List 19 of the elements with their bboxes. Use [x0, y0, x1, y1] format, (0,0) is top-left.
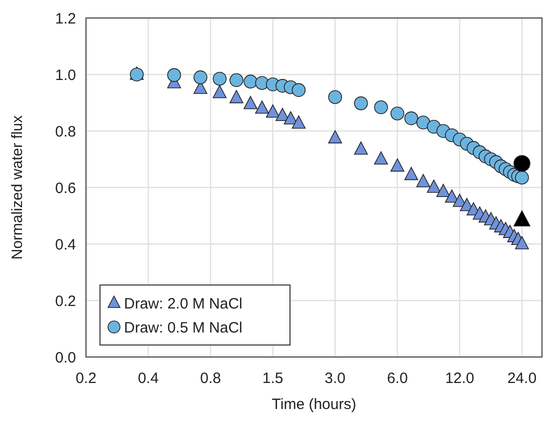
- y-tick-label: 1.0: [55, 66, 76, 84]
- x-tick-label: 24.0: [507, 370, 537, 387]
- y-tick-label: 1.2: [55, 10, 76, 28]
- x-tick-label: 6.0: [386, 370, 408, 387]
- x-axis-title: Time (hours): [272, 396, 356, 413]
- x-tick-label: 0.4: [138, 370, 159, 387]
- y-axis-title: Normalized water flux: [9, 114, 26, 260]
- x-tick-label: 0.2: [76, 370, 96, 387]
- x-tick-label: 3.0: [324, 370, 346, 387]
- y-tick-label: 0.6: [55, 180, 76, 197]
- x-tick-label: 0.8: [200, 370, 221, 387]
- y-tick-label: 0.8: [55, 123, 76, 140]
- y-tick-label: 0.4: [55, 236, 76, 254]
- x-tick-label: 1.5: [262, 370, 284, 387]
- y-tick-label: 0.0: [55, 349, 76, 366]
- x-tick-label: 12.0: [445, 370, 474, 387]
- y-tick-label: 0.2: [55, 292, 76, 310]
- legend-label: Draw: 0.5 M NaCl: [124, 319, 242, 336]
- legend-label: Draw: 2.0 M NaCl: [124, 295, 242, 312]
